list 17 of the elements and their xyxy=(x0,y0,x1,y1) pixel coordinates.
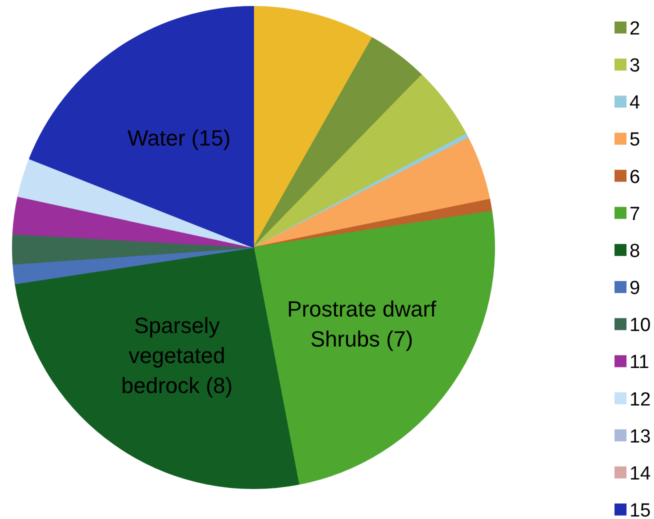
legend-label: 15 xyxy=(630,500,651,519)
legend-label: 2 xyxy=(630,18,640,40)
legend-label: 6 xyxy=(630,166,640,188)
text: Sparsely vegetated bedrock (8) xyxy=(121,313,233,398)
legend-label: 7 xyxy=(630,204,640,225)
legend-label: 8 xyxy=(630,240,640,262)
legend-label: 4 xyxy=(630,92,640,114)
legend-label: 13 xyxy=(630,426,651,448)
legend-label: 10 xyxy=(630,315,651,336)
text: Water (15) xyxy=(127,125,231,150)
legend-label: 9 xyxy=(630,278,640,300)
legend-label: 12 xyxy=(630,389,651,410)
legend-label: 14 xyxy=(630,463,652,484)
text: Prostrate dwarf Shrubs (7) xyxy=(287,296,436,352)
legend-label: 3 xyxy=(630,56,640,77)
legend-label: 11 xyxy=(630,352,650,374)
legend-label: 5 xyxy=(630,130,640,151)
